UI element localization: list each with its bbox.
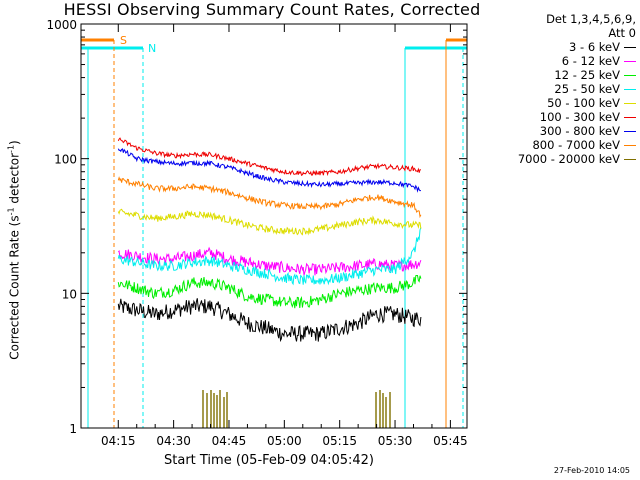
series-line-4 bbox=[117, 208, 422, 236]
legend-swatch bbox=[624, 102, 636, 104]
legend-item: 7000 - 20000 keV bbox=[484, 152, 636, 166]
legend-item: 6 - 12 keV bbox=[484, 54, 636, 68]
legend-label: 6 - 12 keV bbox=[561, 54, 620, 68]
legend-swatch bbox=[624, 130, 636, 132]
legend-item: 3 - 6 keV bbox=[484, 40, 636, 54]
legend-item: 300 - 800 keV bbox=[484, 124, 636, 138]
legend-swatch bbox=[624, 158, 636, 160]
series-line-7 bbox=[117, 176, 422, 219]
saa-marker-label: S bbox=[120, 34, 127, 47]
y-tick-label-2: 100 bbox=[54, 153, 77, 167]
x-tick-label-0: 04:15 bbox=[101, 434, 136, 448]
legend-swatch bbox=[624, 88, 636, 90]
series-line-0 bbox=[117, 298, 422, 343]
legend-item: 12 - 25 keV bbox=[484, 68, 636, 82]
legend-item: 25 - 50 keV bbox=[484, 82, 636, 96]
legend-item: 800 - 7000 keV bbox=[484, 138, 636, 152]
legend-label: 50 - 100 keV bbox=[547, 96, 620, 110]
legend-label: 100 - 300 keV bbox=[539, 110, 620, 124]
y-tick-label-0: 1 bbox=[69, 422, 77, 436]
plot-frame bbox=[80, 23, 468, 429]
legend-swatch bbox=[624, 74, 636, 76]
night-marker-label: N bbox=[148, 42, 156, 55]
footer-date: 27-Feb-2010 14:05 bbox=[553, 466, 630, 475]
legend-label: 25 - 50 keV bbox=[554, 82, 620, 96]
x-tick-label-2: 04:45 bbox=[212, 434, 247, 448]
legend-label: 12 - 25 keV bbox=[554, 68, 620, 82]
legend-swatch bbox=[624, 46, 636, 48]
y-tick-label-1: 10 bbox=[62, 287, 77, 301]
y-tick-label-3: 1000 bbox=[46, 18, 77, 32]
legend-item: 100 - 300 keV bbox=[484, 110, 636, 124]
legend-label: 7000 - 20000 keV bbox=[517, 152, 620, 166]
legend-swatch bbox=[624, 144, 636, 146]
x-tick-label-1: 04:30 bbox=[156, 434, 191, 448]
legend-header-attenuator: Att 0 bbox=[608, 26, 636, 40]
x-tick-label-6: 05:45 bbox=[433, 434, 468, 448]
legend-label: 800 - 7000 keV bbox=[532, 138, 620, 152]
series-line-6 bbox=[117, 148, 422, 193]
legend-label: 300 - 800 keV bbox=[539, 124, 620, 138]
legend-swatch bbox=[624, 60, 636, 62]
y-axis-label: Corrected Count Rate (s-1 detector-1) bbox=[6, 140, 22, 360]
x-tick-label-3: 05:00 bbox=[267, 434, 302, 448]
x-tick-label-4: 05:15 bbox=[322, 434, 357, 448]
legend-item: 50 - 100 keV bbox=[484, 96, 636, 110]
x-axis-label: Start Time (05-Feb-09 04:05:42) bbox=[164, 453, 374, 468]
legend-swatch bbox=[624, 116, 636, 118]
x-tick-label-5: 05:30 bbox=[378, 434, 413, 448]
chart-legend: Det 1,3,4,5,6,9, Att 0 3 - 6 keV 6 - 12 k… bbox=[484, 12, 636, 166]
series-line-3 bbox=[117, 227, 422, 286]
series-line-5 bbox=[117, 137, 421, 177]
legend-header-detectors: Det 1,3,4,5,6,9, bbox=[546, 12, 636, 26]
series-line-2 bbox=[117, 275, 422, 309]
chart-title: HESSI Observing Summary Count Rates, Cor… bbox=[63, 0, 481, 19]
legend-label: 3 - 6 keV bbox=[569, 40, 620, 54]
